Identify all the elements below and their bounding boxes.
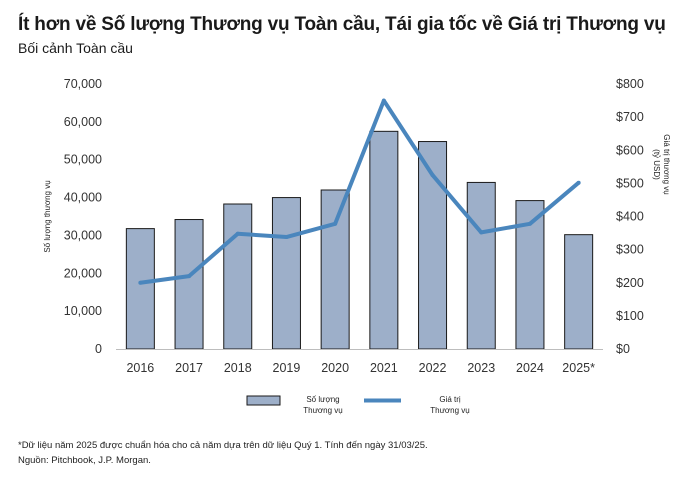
- y-tick-label: 50,000: [64, 153, 102, 167]
- x-tick-label: 2017: [175, 361, 203, 375]
- value-point-2018: [235, 231, 240, 236]
- x-tick-label: 2022: [419, 361, 447, 375]
- y-tick-label: 40,000: [64, 191, 102, 205]
- value-point-2021: [381, 98, 386, 103]
- legend-bar-label-1: Số lượng: [306, 395, 339, 404]
- value-point-2025*: [576, 180, 581, 185]
- legend-line-label-1: Giá trị: [439, 395, 461, 404]
- x-tick-label: 2024: [516, 361, 544, 375]
- y2-tick-label: $400: [616, 210, 644, 224]
- x-tick-label: 2019: [273, 361, 301, 375]
- y-tick-label: 10,000: [64, 304, 102, 318]
- chart-title: Ít hơn về Số lượng Thương vụ Toàn cầu, T…: [18, 14, 666, 35]
- legend-bar-swatch: [246, 395, 281, 406]
- y-tick-label: 0: [95, 342, 102, 356]
- y2-tick-label: $100: [616, 309, 644, 323]
- y2-tick-label: $600: [616, 143, 644, 157]
- y2-tick-label: $0: [616, 342, 630, 356]
- value-point-2022: [430, 173, 435, 178]
- y-tick-label: 30,000: [64, 228, 102, 242]
- value-point-2017: [187, 274, 192, 279]
- x-tick-label: 2018: [224, 361, 252, 375]
- x-tick-label: 2020: [321, 361, 349, 375]
- bar-2018: [223, 203, 253, 350]
- bar-2017: [174, 219, 204, 350]
- value-point-2019: [284, 235, 289, 240]
- x-tick-label: 2023: [467, 361, 495, 375]
- combo-chart: 0 10,000 20,000 30,000 40,000 50,000 60,000 70,…: [43, 77, 671, 415]
- source-note: Nguồn: Pitchbook, J.P. Morgan.: [18, 455, 151, 466]
- bar-2019: [271, 197, 301, 350]
- bar-2020: [320, 189, 350, 350]
- bar-2016: [125, 228, 155, 350]
- value-point-2023: [479, 230, 484, 235]
- y2-tick-label: $700: [616, 110, 644, 124]
- x-tick-label: 2021: [370, 361, 398, 375]
- value-point-2020: [333, 221, 338, 226]
- bar-2023: [466, 181, 496, 350]
- x-tick-label: 2016: [126, 361, 154, 375]
- y2-axis-title-unit: (tỷ USD): [652, 149, 661, 180]
- legend-bar-label-2: Thương vụ: [303, 406, 343, 415]
- bar-2025*: [564, 234, 594, 350]
- value-point-2024: [527, 221, 532, 226]
- y-tick-label: 20,000: [64, 266, 102, 280]
- legend-line-label-2: Thương vụ: [430, 406, 470, 415]
- value-point-2016: [138, 280, 143, 285]
- y2-tick-label: $500: [616, 176, 644, 190]
- y-tick-label: 70,000: [64, 77, 102, 91]
- x-tick-label: 2025*: [562, 361, 595, 375]
- y-axis-title: Số lượng thương vụ: [43, 180, 52, 252]
- bar-2021: [369, 130, 399, 350]
- footnote: *Dữ liệu năm 2025 được chuẩn hóa cho cả …: [18, 440, 428, 451]
- y2-axis-title: Giá trị thương vụ: [662, 134, 671, 194]
- y2-tick-label: $300: [616, 243, 644, 257]
- chart-subtitle: Bối cảnh Toàn cầu: [18, 40, 133, 56]
- y2-tick-label: $200: [616, 276, 644, 290]
- y2-tick-label: $800: [616, 77, 644, 91]
- y-tick-label: 60,000: [64, 115, 102, 129]
- value-line: [140, 98, 580, 285]
